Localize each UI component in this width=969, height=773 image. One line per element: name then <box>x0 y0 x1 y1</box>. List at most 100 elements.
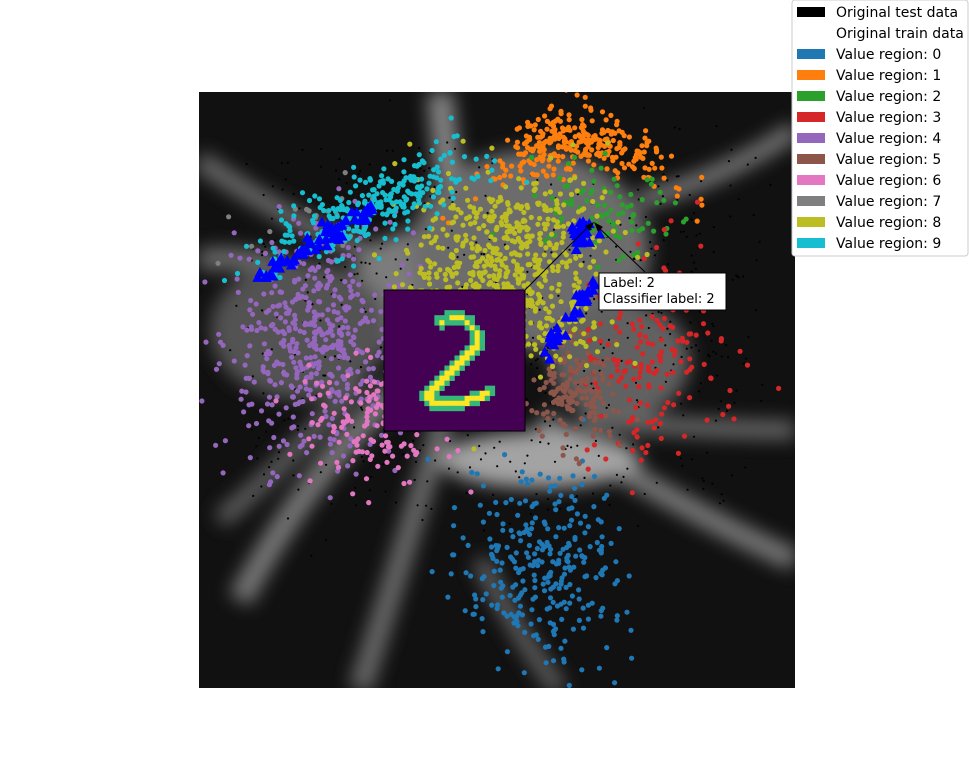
region-3-point <box>623 383 629 389</box>
region-8-point <box>481 270 487 276</box>
region-8-point <box>504 270 510 276</box>
region-8-point <box>536 267 542 273</box>
test-point <box>480 252 483 255</box>
digit-pixel <box>449 400 455 407</box>
test-point <box>412 439 415 442</box>
region-8-point <box>532 308 539 314</box>
test-point <box>747 336 750 339</box>
region-5-point <box>610 391 616 397</box>
region-8-point <box>538 325 545 331</box>
region-8-point <box>584 362 590 369</box>
region-4-point <box>315 264 322 270</box>
region-4-point <box>278 380 284 386</box>
region-8-point <box>463 185 469 191</box>
region-6-point <box>374 423 380 429</box>
test-point <box>455 190 458 194</box>
test-point <box>322 374 325 377</box>
test-point <box>758 240 761 243</box>
region-5-point <box>562 357 568 363</box>
region-0-point <box>545 579 551 585</box>
region-8-point <box>590 258 597 264</box>
test-point <box>418 449 421 452</box>
region-4-point <box>316 359 322 365</box>
region-9-point <box>420 190 426 196</box>
region-3-point <box>658 358 664 364</box>
region-6-point <box>384 459 390 465</box>
region-4-point <box>341 376 347 382</box>
region-9-point <box>405 209 411 215</box>
region-8-point <box>399 282 406 288</box>
digit-pixel <box>429 400 435 407</box>
test-point <box>325 463 328 466</box>
region-9-point <box>392 221 398 227</box>
region-8-point <box>489 145 495 151</box>
region-8-point <box>458 210 464 216</box>
test-point <box>712 226 715 229</box>
test-point <box>576 193 579 196</box>
region-0-point <box>524 528 530 534</box>
region-2-point <box>595 264 601 270</box>
region-4-point <box>330 302 337 308</box>
test-point <box>368 489 371 492</box>
region-5-point <box>592 376 598 382</box>
region-4-point <box>271 434 277 441</box>
region-4-point <box>275 329 281 335</box>
region-4-point <box>307 387 313 393</box>
region-0-point <box>565 552 571 559</box>
region-9-point <box>351 174 357 180</box>
region-9-point <box>334 258 340 264</box>
digit-pixel <box>459 315 465 321</box>
region-9-point <box>353 183 359 189</box>
digit-pixel <box>444 380 450 386</box>
region-9-point <box>407 176 413 182</box>
region-4-point <box>392 467 398 474</box>
region-3-point <box>591 442 598 448</box>
region-8-point <box>521 209 527 215</box>
region-0-point <box>517 603 524 609</box>
test-point <box>680 355 683 358</box>
region-4-point <box>316 298 322 305</box>
region-5-point <box>557 385 563 391</box>
region-8-point <box>455 264 461 270</box>
region-2-point <box>613 233 619 239</box>
region-3-point <box>631 430 637 436</box>
digit-pixel <box>434 405 440 412</box>
region-0-point <box>479 616 485 622</box>
region-9-point <box>278 217 285 223</box>
region-4-point <box>296 473 302 479</box>
region-4-point <box>347 443 353 449</box>
region-8-point <box>505 281 511 287</box>
test-point <box>320 147 323 150</box>
region-9-point <box>426 180 432 186</box>
region-4-point <box>308 371 314 377</box>
region-9-point <box>354 223 360 229</box>
region-1-point <box>579 116 585 123</box>
digit-pixel <box>454 355 460 361</box>
test-point <box>468 466 472 469</box>
region-8-point <box>455 206 461 213</box>
region-8-point <box>537 215 543 221</box>
digit-pixel <box>439 395 445 402</box>
region-1-point <box>548 139 554 145</box>
region-1-point <box>522 150 529 156</box>
region-8-point <box>371 252 378 258</box>
test-point <box>364 310 367 313</box>
region-5-point <box>578 380 584 386</box>
region-1-point <box>497 158 503 164</box>
region-4-point <box>399 262 406 268</box>
region-9-point <box>436 184 442 191</box>
region-4-point <box>327 326 333 332</box>
legend-entry-label: Value region: 6 <box>836 173 941 189</box>
digit-pixel <box>424 395 430 402</box>
digit-pixel <box>459 365 465 371</box>
region-4-point <box>339 398 345 404</box>
region-3-point <box>608 373 614 380</box>
region-9-point <box>393 237 399 243</box>
region-9-point <box>234 270 241 277</box>
region-8-point <box>393 271 399 277</box>
test-point <box>530 363 533 366</box>
region-5-point <box>634 417 640 423</box>
region-0-point <box>596 547 603 553</box>
region-8-point <box>546 309 552 315</box>
region-4-point <box>258 408 265 414</box>
